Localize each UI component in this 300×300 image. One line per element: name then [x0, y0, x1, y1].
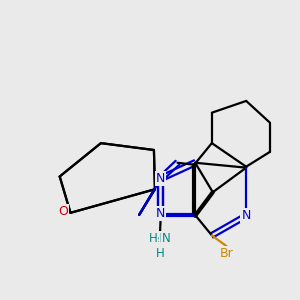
- Text: N: N: [156, 207, 166, 220]
- Text: H: H: [148, 232, 157, 245]
- Text: N: N: [242, 209, 251, 222]
- Text: H: H: [155, 247, 164, 260]
- Text: H₂N: H₂N: [147, 232, 169, 245]
- Text: Br: Br: [220, 247, 233, 260]
- Text: O: O: [58, 205, 68, 218]
- Text: N: N: [162, 232, 171, 245]
- Text: N: N: [156, 172, 166, 185]
